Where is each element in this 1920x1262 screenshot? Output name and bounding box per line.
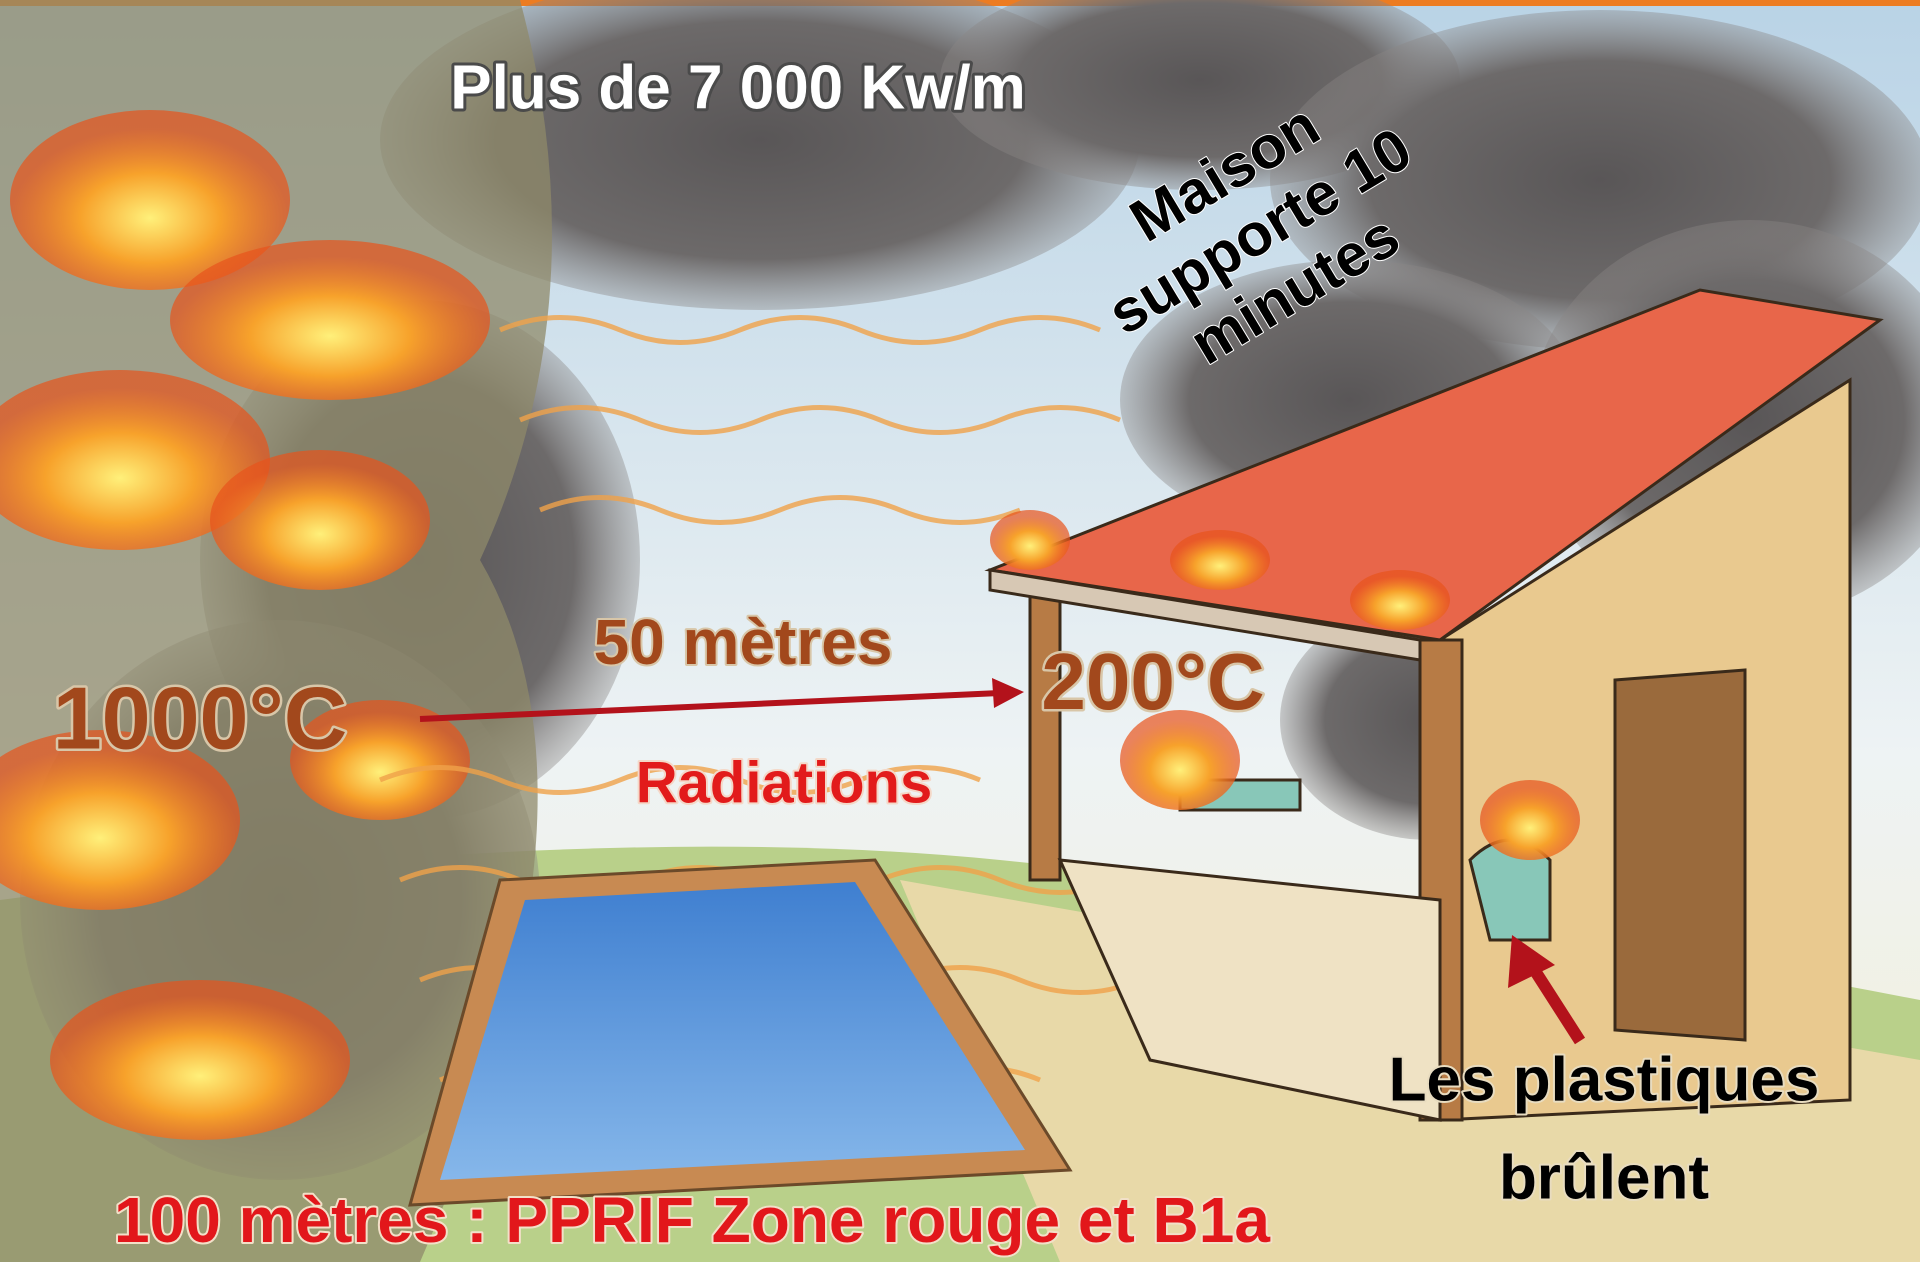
source-temp: 1000°C — [53, 668, 348, 767]
plastics-label: Les plastiques — [1389, 1045, 1820, 1114]
page: {"labels": { "power": "Plus de 7 000 Kw/… — [0, 0, 1920, 1262]
power-label: Plus de 7 000 Kw/m — [450, 53, 1025, 122]
plastics-label: brûlent — [1499, 1143, 1709, 1212]
illustration: Plus de 7 000 Kw/m Maison supporte 10 mi… — [0, 0, 1920, 1262]
zone-label: 100 mètres : PPRIF Zone rouge et B1a — [114, 1184, 1270, 1256]
house-temp: 200°C — [1041, 637, 1264, 726]
radiations-label: Radiations — [636, 750, 933, 815]
distance-label: 50 mètres — [594, 606, 893, 678]
